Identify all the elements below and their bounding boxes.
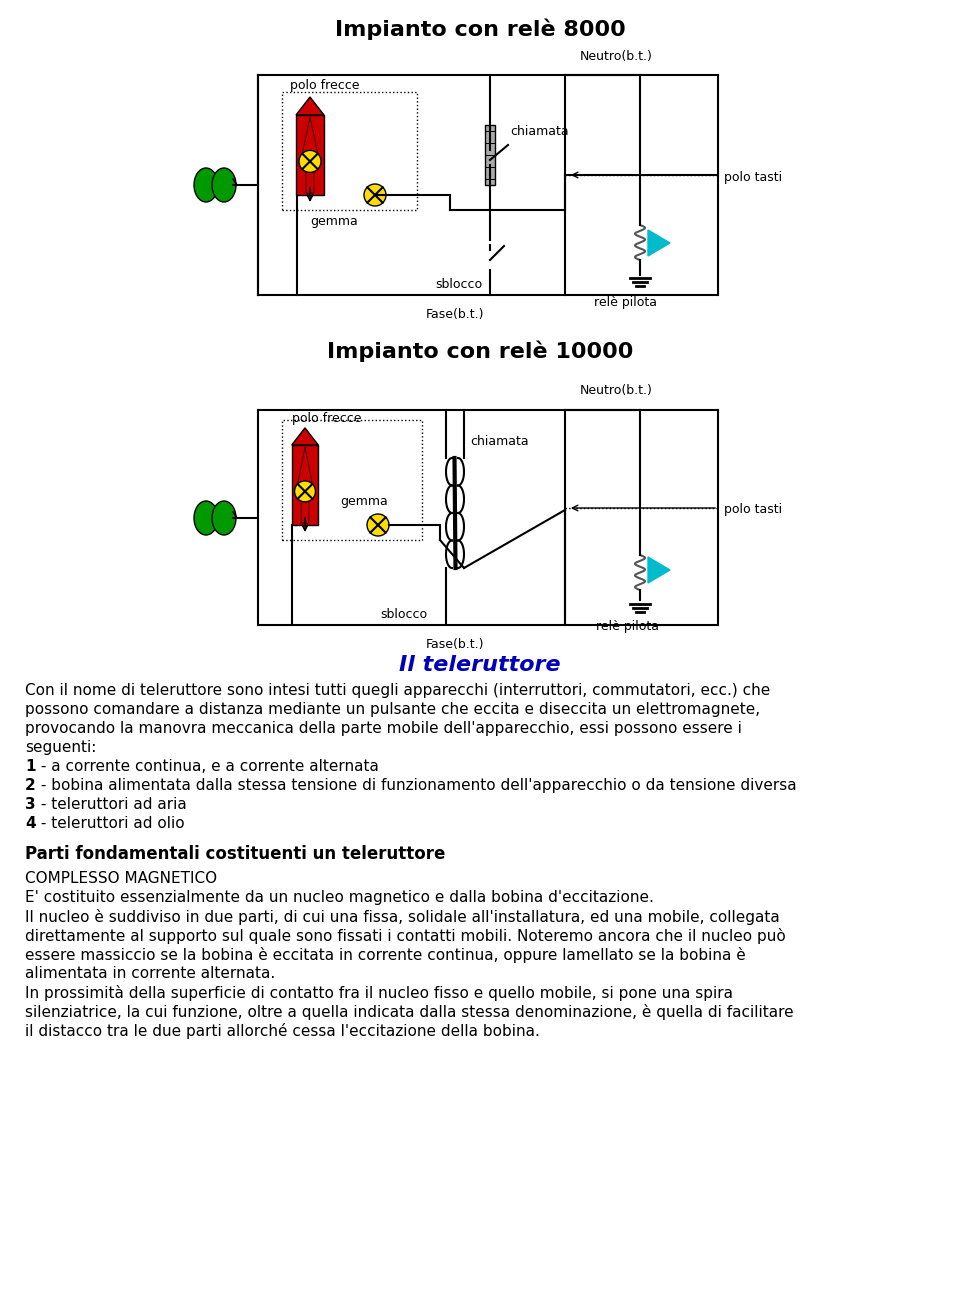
Text: relè pilota: relè pilota [593,296,657,309]
Text: COMPLESSO MAGNETICO: COMPLESSO MAGNETICO [25,871,217,886]
Text: - bobina alimentata dalla stessa tensione di funzionamento dell'apparecchio o da: - bobina alimentata dalla stessa tension… [36,778,797,794]
Polygon shape [296,97,324,114]
Circle shape [295,480,316,501]
Text: Con il nome di teleruttore sono intesi tutti quegli apparecchi (interruttori, co: Con il nome di teleruttore sono intesi t… [25,683,770,697]
Text: chiamata: chiamata [470,436,529,447]
Text: Impianto con relè 8000: Impianto con relè 8000 [335,18,625,39]
Text: gemma: gemma [340,495,388,508]
Text: direttamente al supporto sul quale sono fissati i contatti mobili. Noteremo anco: direttamente al supporto sul quale sono … [25,928,785,944]
Text: - teleruttori ad aria: - teleruttori ad aria [36,797,187,812]
Text: polo tasti: polo tasti [724,171,782,184]
Text: sblocco: sblocco [435,278,482,291]
Text: polo tasti: polo tasti [724,504,782,516]
Text: alimentata in corrente alternata.: alimentata in corrente alternata. [25,966,276,980]
Text: sblocco: sblocco [380,608,427,621]
Ellipse shape [194,168,218,201]
Text: il distacco tra le due parti allorché cessa l'eccitazione della bobina.: il distacco tra le due parti allorché ce… [25,1023,540,1040]
Text: polo frecce: polo frecce [290,79,359,92]
Text: silenziatrice, la cui funzione, oltre a quella indicata dalla stessa denominazio: silenziatrice, la cui funzione, oltre a … [25,1004,794,1020]
Text: In prossimità della superficie di contatto fra il nucleo fisso e quello mobile, : In prossimità della superficie di contat… [25,984,733,1001]
Text: - a corrente continua, e a corrente alternata: - a corrente continua, e a corrente alte… [36,759,379,774]
Bar [282,92,417,211]
Text: seguenti:: seguenti: [25,740,96,755]
Ellipse shape [212,168,236,201]
Circle shape [367,515,389,536]
Text: provocando la manovra meccanica della parte mobile dell'apparecchio, essi posson: provocando la manovra meccanica della pa… [25,721,742,736]
Ellipse shape [194,501,218,536]
Text: Parti fondamentali costituenti un teleruttore: Parti fondamentali costituenti un teleru… [25,845,445,863]
Text: essere massiccio se la bobina è eccitata in corrente continua, oppure lamellato : essere massiccio se la bobina è eccitata… [25,948,746,963]
Text: relè pilota: relè pilota [596,620,660,633]
Polygon shape [302,117,318,193]
Circle shape [364,184,386,207]
Text: 3: 3 [25,797,36,812]
Text: E' costituito essenzialmente da un nucleo magnetico e dalla bobina d'eccitazione: E' costituito essenzialmente da un nucle… [25,890,654,905]
Text: gemma: gemma [310,215,358,228]
Text: - teleruttori ad olio: - teleruttori ad olio [36,816,184,830]
Text: Il teleruttore: Il teleruttore [399,655,561,675]
Polygon shape [292,428,319,445]
Polygon shape [648,557,670,583]
Text: 2: 2 [25,778,36,794]
Ellipse shape [212,501,236,536]
Polygon shape [648,230,670,257]
Text: chiamata: chiamata [510,125,568,138]
Text: Il nucleo è suddiviso in due parti, di cui una fissa, solidale all'installatura,: Il nucleo è suddiviso in due parti, di c… [25,909,780,925]
Polygon shape [298,447,313,522]
Text: 1: 1 [25,759,36,774]
Text: Fase(b.t.): Fase(b.t.) [425,638,484,651]
Text: possono comandare a distanza mediante un pulsante che eccita e diseccita un elet: possono comandare a distanza mediante un… [25,701,760,717]
Bar [282,420,422,540]
Bar [292,445,319,525]
Text: 4: 4 [25,816,36,830]
FancyBboxPatch shape [485,125,495,186]
Text: Neutro(b.t.): Neutro(b.t.) [580,50,653,63]
Text: Neutro(b.t.): Neutro(b.t.) [580,384,653,397]
Text: Impianto con relè 10000: Impianto con relè 10000 [326,340,634,362]
Bar [296,114,324,195]
Text: polo frecce: polo frecce [292,412,362,425]
Text: Fase(b.t.): Fase(b.t.) [425,308,484,321]
Circle shape [299,150,321,172]
